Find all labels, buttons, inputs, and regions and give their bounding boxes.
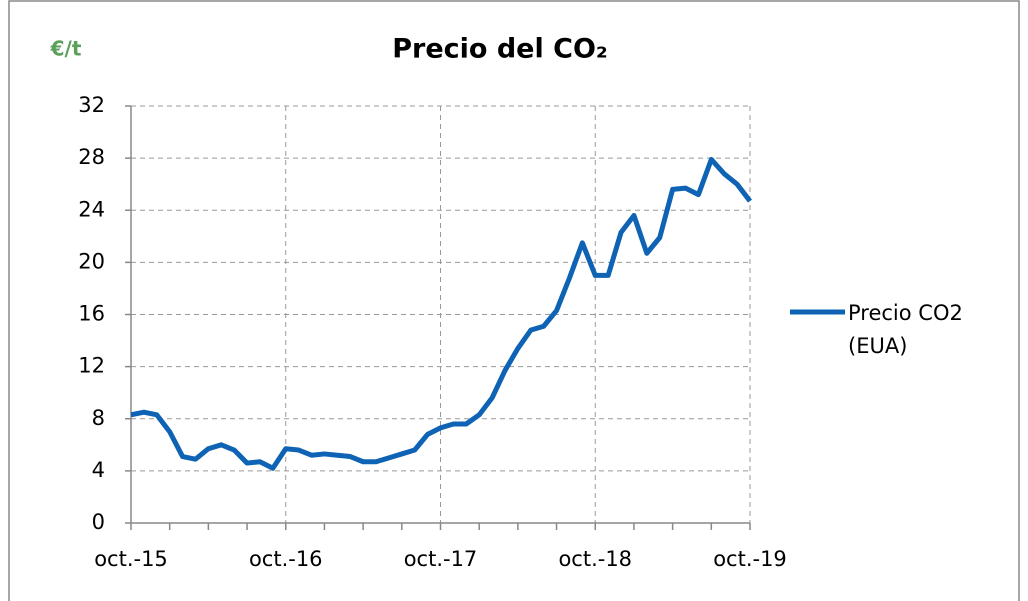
y-tick-label: 16 xyxy=(78,302,105,326)
y-tick-label: 8 xyxy=(92,406,105,430)
y-tick-label: 4 xyxy=(92,458,105,482)
x-tick-label: oct.-18 xyxy=(558,547,632,571)
y-tick-label: 28 xyxy=(78,145,105,169)
y-tick-label: 24 xyxy=(78,197,105,221)
x-tick-label: oct.-17 xyxy=(404,547,478,571)
x-tick-label: oct.-19 xyxy=(713,547,787,571)
y-tick-label: 20 xyxy=(78,249,105,273)
x-tick-label: oct.-16 xyxy=(249,547,323,571)
legend-label: Precio CO2 (EUA) xyxy=(848,301,963,358)
y-unit-label: €/t xyxy=(50,37,82,61)
chart-frame xyxy=(8,0,1020,601)
data-line xyxy=(130,156,752,471)
y-tick-label: 12 xyxy=(78,354,105,378)
y-tick-label: 32 xyxy=(78,93,105,117)
y-tick-label: 0 xyxy=(92,510,105,534)
chart-title: Precio del CO₂ xyxy=(392,34,608,65)
x-tick-label: oct.-15 xyxy=(94,547,168,571)
